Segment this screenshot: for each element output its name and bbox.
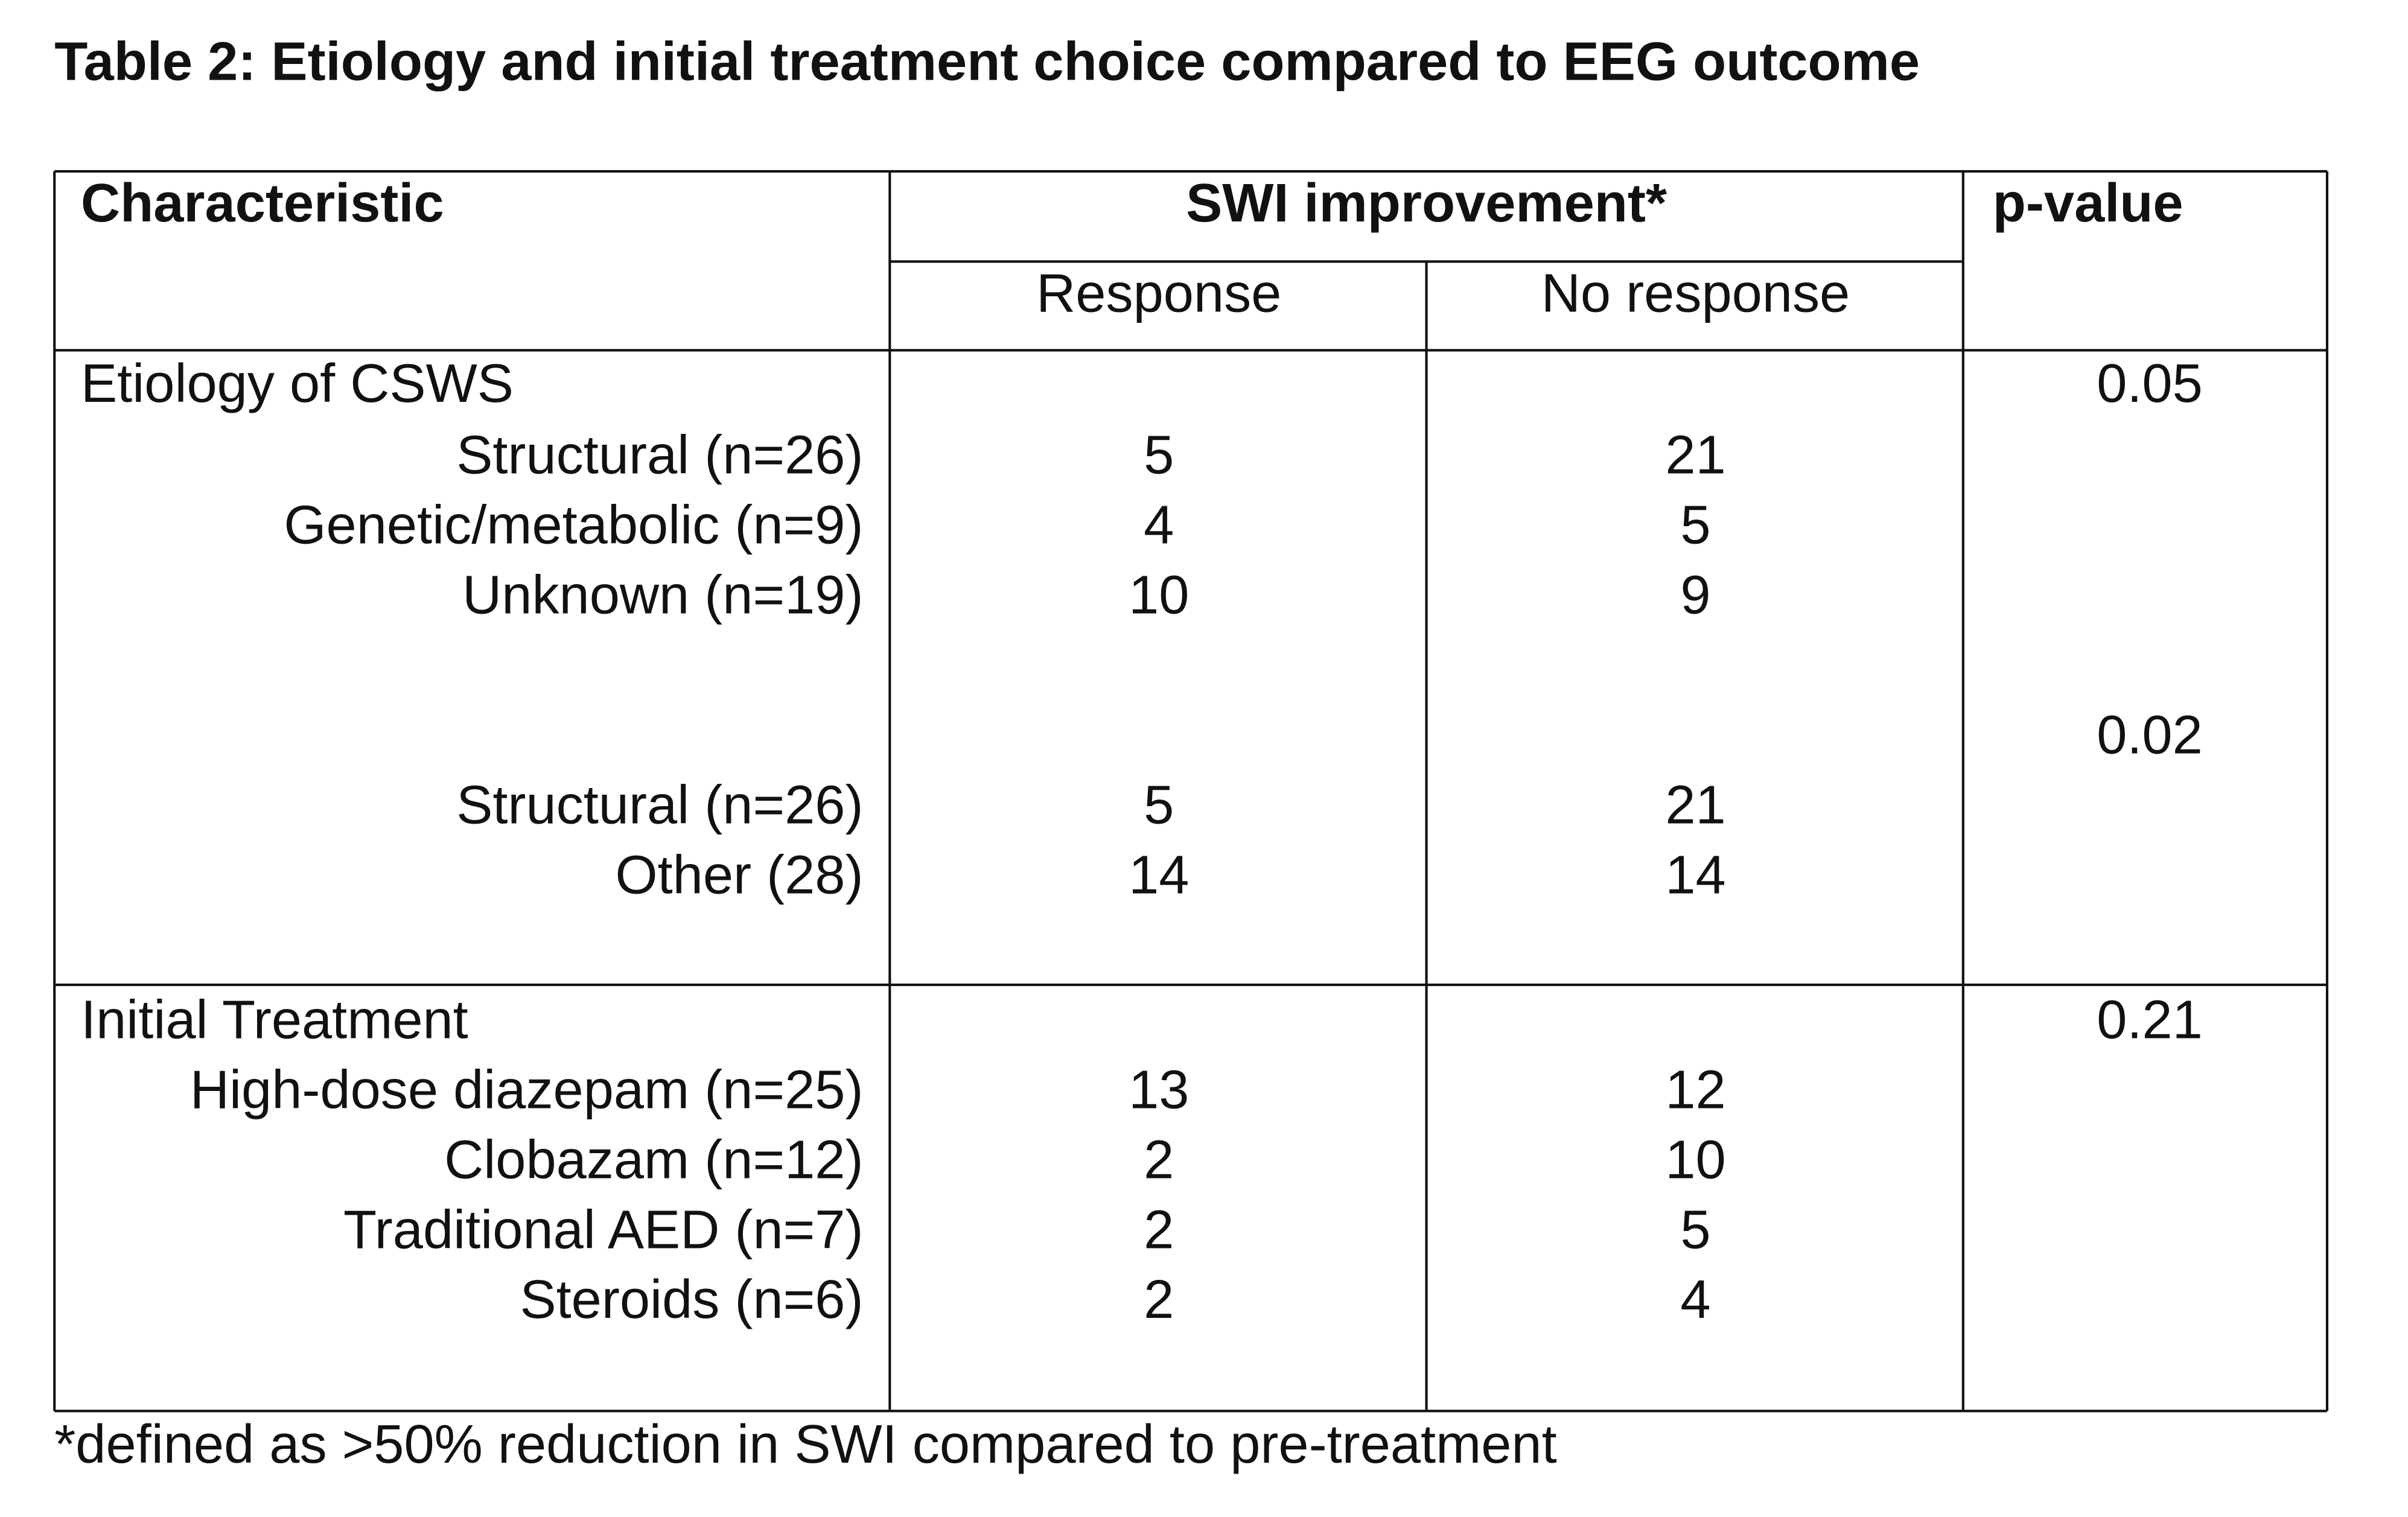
response-count: 10	[1129, 565, 1189, 626]
p-value: 0.05	[2097, 353, 2203, 414]
no-response-count: 5	[1680, 1199, 1710, 1260]
no-response-count: 10	[1665, 1129, 1725, 1190]
row-label: Genetic/metabolic (n=9)	[284, 495, 863, 556]
row-label: Unknown (n=19)	[462, 565, 863, 626]
no-response-count: 14	[1665, 845, 1725, 906]
no-response-count: 9	[1680, 565, 1710, 626]
row-label: Steroids (n=6)	[520, 1269, 863, 1330]
row-label: Traditional AED (n=7)	[343, 1199, 864, 1260]
no-response-count: 21	[1665, 775, 1725, 836]
row-label: Structural (n=26)	[456, 425, 863, 486]
row-label: High-dose diazepam (n=25)	[190, 1059, 864, 1120]
response-count: 2	[1144, 1269, 1174, 1330]
response-count: 2	[1144, 1129, 1174, 1190]
response-count: 5	[1144, 775, 1174, 836]
row-label: Structural (n=26)	[456, 775, 863, 836]
response-count: 5	[1144, 425, 1174, 486]
header-characteristic: Characteristic	[81, 173, 444, 234]
no-response-count: 4	[1680, 1269, 1710, 1330]
no-response-count: 21	[1665, 425, 1725, 486]
response-count: 14	[1129, 845, 1189, 906]
response-count: 13	[1129, 1059, 1189, 1120]
p-value: 0.02	[2097, 705, 2203, 766]
row-label: Other (28)	[615, 845, 863, 906]
p-value: 0.21	[2097, 989, 2203, 1050]
section-label: Etiology of CSWS	[81, 353, 514, 414]
header-response: Response	[1036, 263, 1281, 324]
row-label: Clobazam (n=12)	[444, 1129, 863, 1190]
response-count: 4	[1144, 495, 1174, 556]
no-response-count: 12	[1665, 1059, 1725, 1120]
response-count: 2	[1144, 1199, 1174, 1260]
header-group: SWI improvement*	[1186, 173, 1667, 234]
section-label: Initial Treatment	[81, 989, 468, 1050]
footnote: *defined as >50% reduction in SWI compar…	[54, 1414, 1556, 1475]
table-grid	[53, 170, 2329, 1413]
no-response-count: 5	[1680, 495, 1710, 556]
header-p-value: p-value	[1993, 173, 2183, 234]
table-title: Table 2: Etiology and initial treatment …	[54, 31, 1920, 92]
header-no-response: No response	[1541, 263, 1850, 324]
